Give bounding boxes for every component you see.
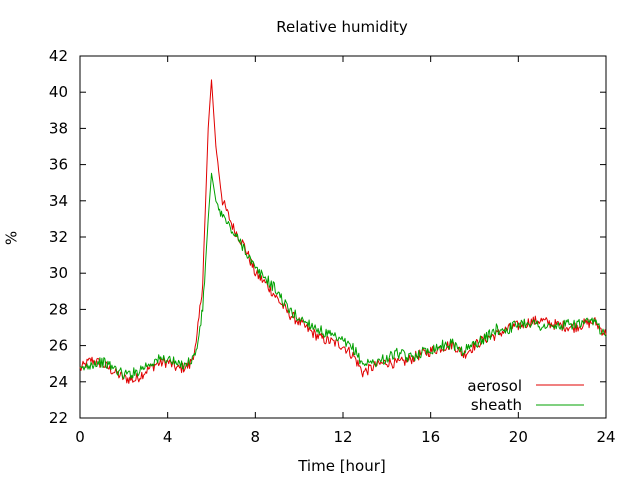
y-tick-label-6: 34 <box>49 192 68 210</box>
y-tick-label-3: 28 <box>49 300 68 318</box>
chart-title: Relative humidity <box>276 18 408 36</box>
legend-label-aerosol: aerosol <box>467 377 522 395</box>
y-axis-label: % <box>3 231 21 245</box>
x-tick-label-3: 12 <box>333 428 352 446</box>
series-layer <box>79 79 607 384</box>
y-tick-label-2: 26 <box>49 337 68 355</box>
x-axis-label: Time [hour] <box>297 457 386 475</box>
y-tick-label-9: 40 <box>49 83 68 101</box>
y-tick-label-1: 24 <box>49 373 68 391</box>
x-tick-label-5: 20 <box>509 428 528 446</box>
legend-label-sheath: sheath <box>471 396 522 414</box>
axis-ticks: 0 4 8 12 16 20 24 22 24 26 28 30 32 34 36 38 40 42 <box>49 47 616 446</box>
series-line-aerosol <box>79 79 607 384</box>
y-tick-label-5: 32 <box>49 228 68 246</box>
series-line-sheath <box>79 172 607 380</box>
x-tick-label-1: 4 <box>163 428 173 446</box>
x-tick-label-0: 0 <box>75 428 85 446</box>
x-tick-label-6: 24 <box>596 428 615 446</box>
y-tick-label-10: 42 <box>49 47 68 65</box>
legend: aerosol sheath <box>467 377 584 414</box>
y-tick-label-8: 38 <box>49 119 68 137</box>
plot-frame <box>79 55 607 419</box>
x-tick-label-4: 16 <box>421 428 440 446</box>
y-tick-label-0: 22 <box>49 409 68 427</box>
x-tick-label-2: 8 <box>251 428 261 446</box>
y-tick-label-7: 36 <box>49 156 68 174</box>
y-tick-label-4: 30 <box>49 264 68 282</box>
